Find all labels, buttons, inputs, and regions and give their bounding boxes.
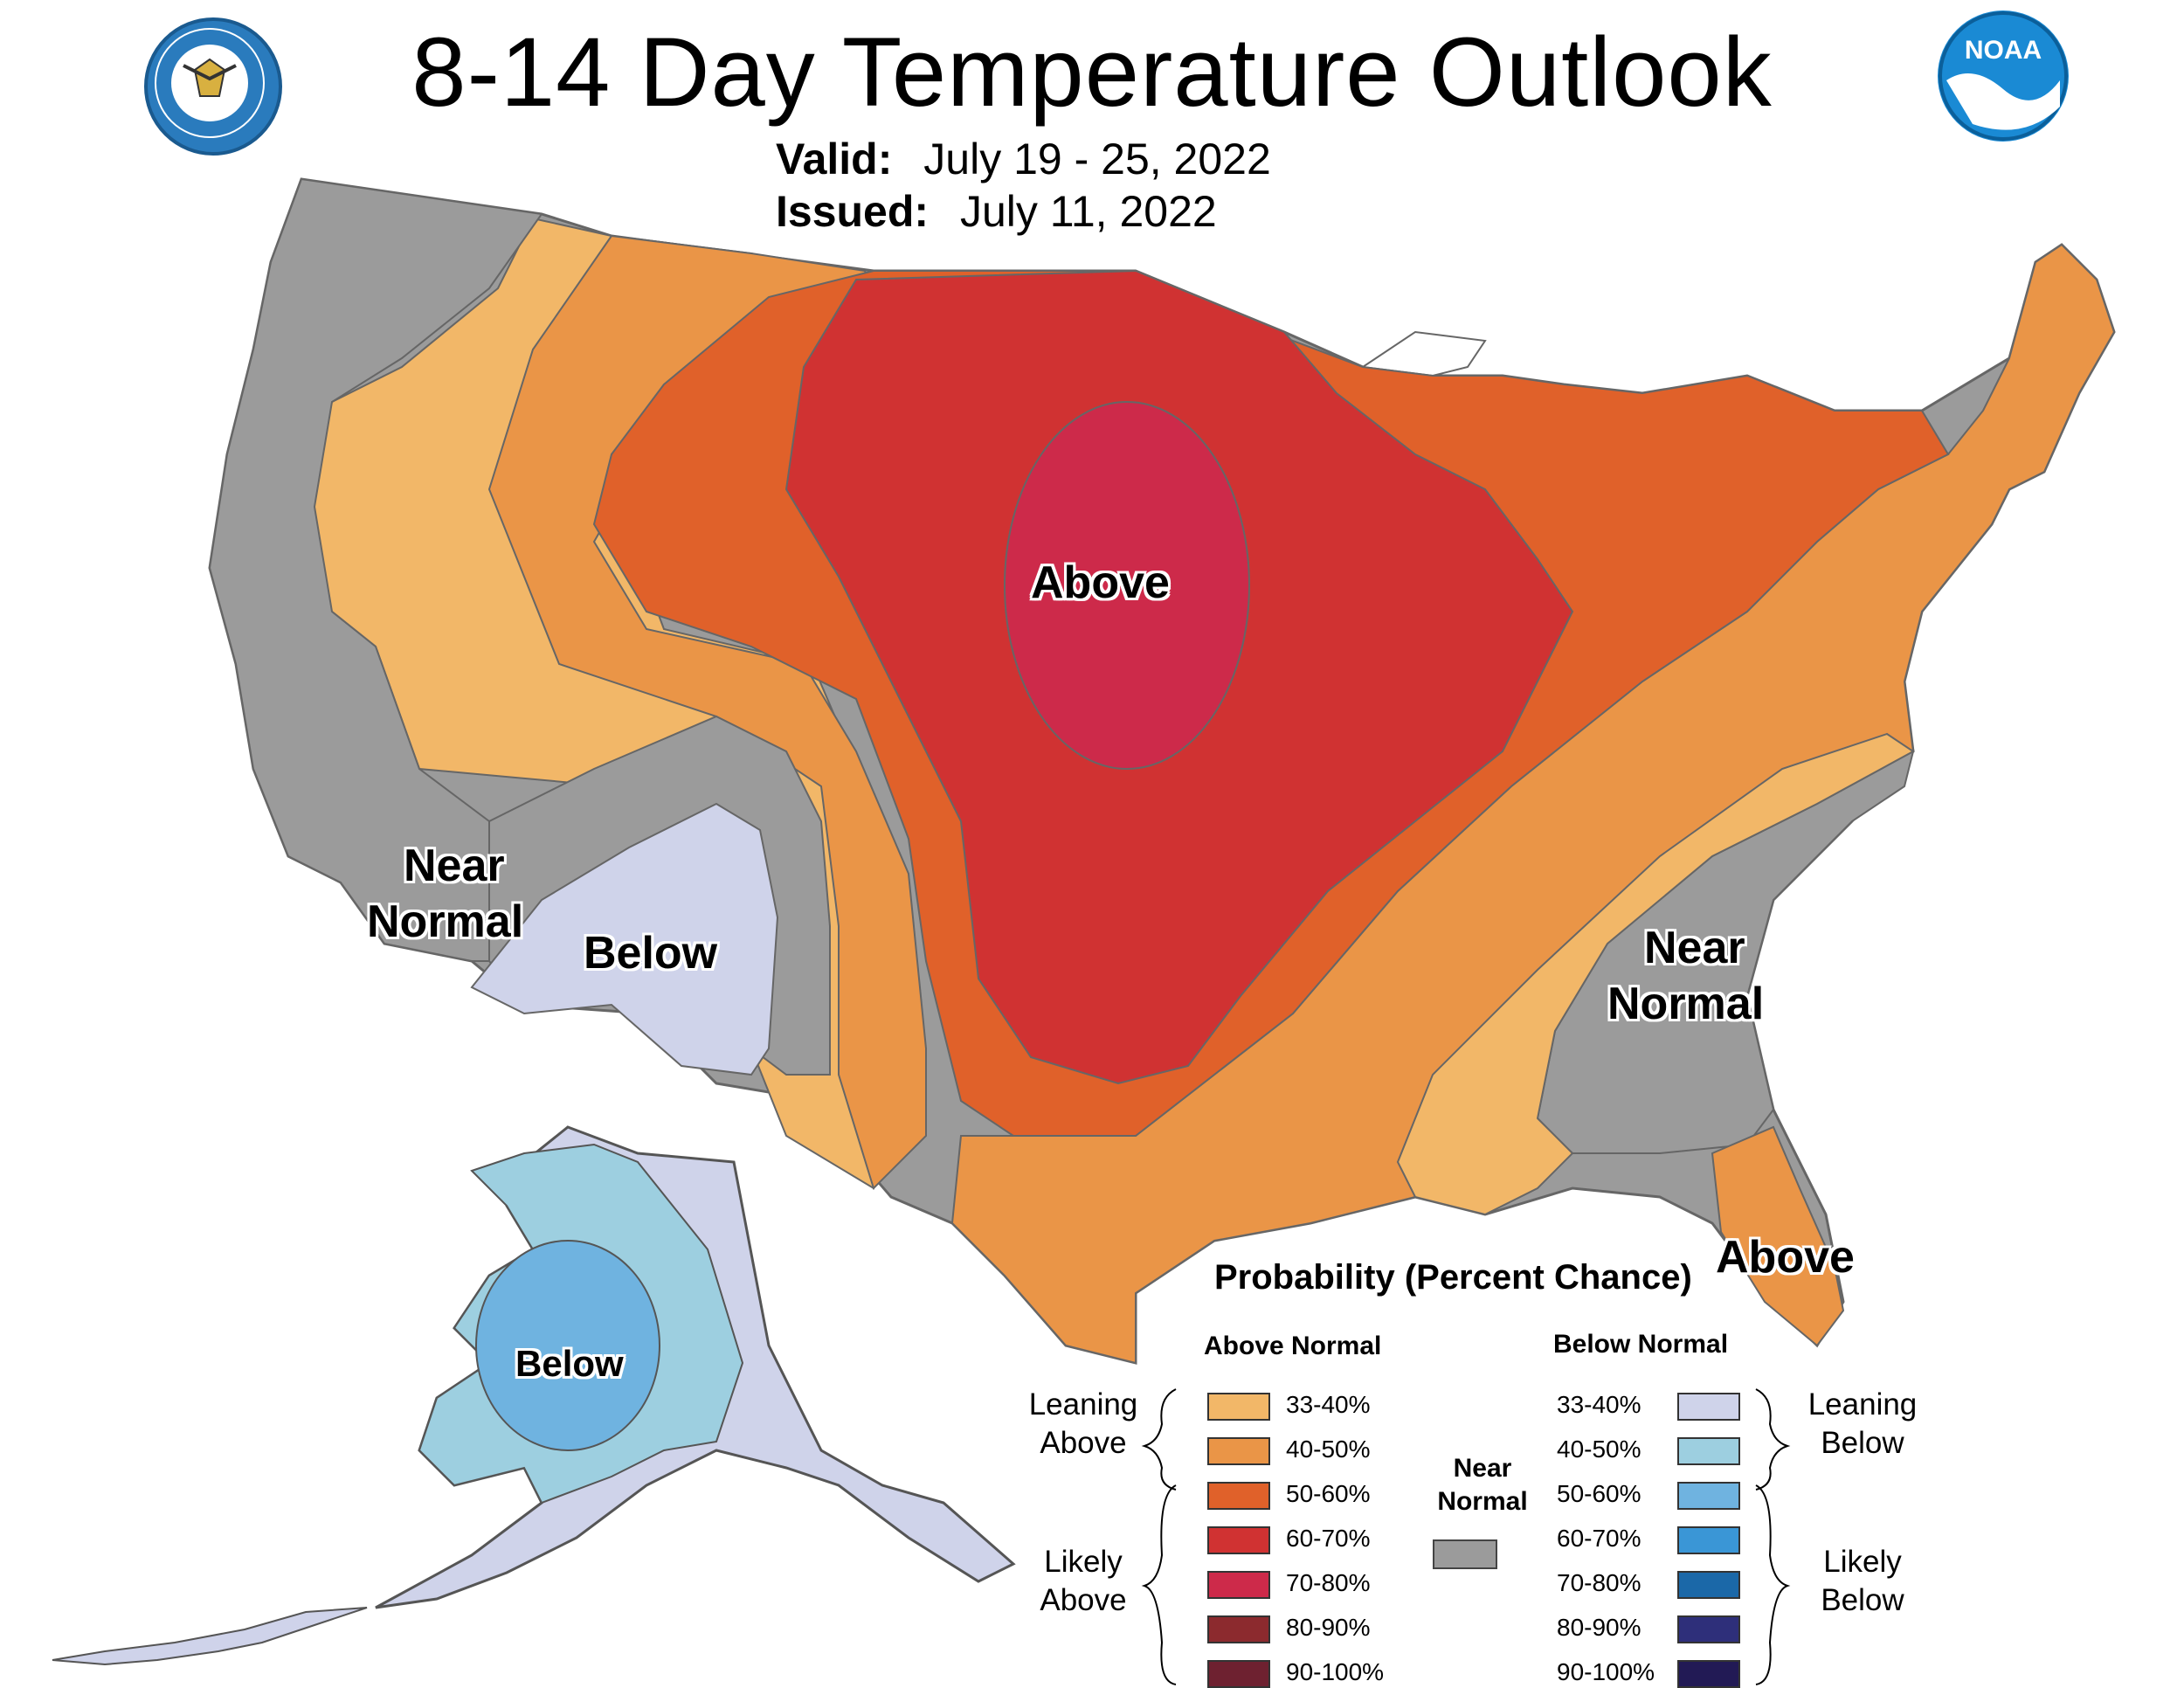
legend-above-swatch [1207, 1615, 1270, 1643]
legend-likely-below: Likely Below [1793, 1543, 1932, 1620]
label-below-alaska: Below [515, 1343, 624, 1384]
zone-below-southwest [470, 802, 779, 1076]
legend-likely-below-line2: Below [1821, 1583, 1904, 1617]
legend-near-normal-line2: Normal [1437, 1487, 1528, 1516]
legend-above-range: 90-100% [1286, 1658, 1385, 1685]
legend-below-range: 40-50% [1557, 1435, 1641, 1463]
label-near-normal-southeast-2: Normal [1607, 979, 1765, 1029]
legend-above-swatch [1207, 1660, 1270, 1688]
legend-below-range: 90-100% [1557, 1658, 1655, 1685]
alaska-below-50-60 [475, 1240, 660, 1451]
legend-below-swatch [1677, 1571, 1740, 1599]
legend-above-swatch [1207, 1482, 1270, 1510]
legend-above-range: 60-70% [1286, 1525, 1371, 1552]
legend-below-range: 33-40% [1557, 1391, 1641, 1418]
legend-leaning-below-line1: Leaning [1807, 1387, 1918, 1422]
valid-label: Valid: [776, 135, 893, 183]
label-near-normal-west-2: Normal [367, 896, 524, 947]
legend-leaning-above-line2: Above [1040, 1426, 1127, 1460]
legend-below-range: 50-60% [1557, 1480, 1641, 1507]
label-near-normal-southeast-1: Near [1644, 923, 1745, 973]
map-title: 8-14 Day Temperature Outlook [411, 17, 1773, 127]
legend-likely-above-line1: Likely [1044, 1545, 1123, 1579]
legend-below-swatch [1677, 1437, 1740, 1465]
legend-above-range: 70-80% [1286, 1569, 1371, 1596]
legend-above-swatch [1207, 1437, 1270, 1465]
legend-below-swatch [1677, 1482, 1740, 1510]
legend-below-swatch [1677, 1615, 1740, 1643]
zone-above-florida [1711, 1125, 1845, 1347]
legend-below-range: 60-70% [1557, 1525, 1641, 1552]
legend-above-range: 50-60% [1286, 1480, 1371, 1507]
legend-near-normal-swatch [1433, 1539, 1497, 1569]
legend-below-swatch [1677, 1660, 1740, 1688]
valid-dates: July 19 - 25, 2022 [923, 135, 1271, 183]
zone-above-40-50-west [487, 234, 927, 1190]
legend-below-swatch [1677, 1393, 1740, 1421]
label-above-florida: Above [1716, 1232, 1855, 1283]
issued-label: Issued: [776, 187, 930, 236]
legend-below-range: 70-80% [1557, 1569, 1641, 1596]
legend-above-swatch [1207, 1393, 1270, 1421]
legend-above-header: Above Normal [1204, 1332, 1382, 1360]
legend-below-header: Below Normal [1553, 1330, 1729, 1359]
zone-above-33-40-southeast [1396, 732, 1915, 1216]
legend-likely-above: Likely Above [1013, 1543, 1153, 1620]
legend-above-range: 40-50% [1286, 1435, 1371, 1463]
legend-leaning-below: Leaning Below [1793, 1386, 1932, 1463]
legend-above-swatch [1207, 1526, 1270, 1554]
label-near-normal-west-1: Near [404, 841, 505, 891]
legend-near-normal: Near Normal [1426, 1452, 1539, 1519]
legend-below-swatch [1677, 1526, 1740, 1554]
legend-likely-above-line2: Above [1040, 1583, 1127, 1617]
svg-text:NOAA: NOAA [1965, 36, 2042, 65]
legend-leaning-above: Leaning Above [1013, 1386, 1153, 1463]
legend-above-range: 80-90% [1286, 1614, 1371, 1641]
label-below-southwest: Below [584, 928, 718, 979]
legend-leaning-above-line1: Leaning [1028, 1387, 1138, 1422]
legend-likely-below-line1: Likely [1823, 1545, 1902, 1579]
aleutian-islands [52, 1607, 368, 1666]
valid-line: Valid: July 19 - 25, 2022 [776, 133, 1271, 185]
legend-below-range: 80-90% [1557, 1614, 1641, 1641]
issued-date: July 11, 2022 [959, 187, 1217, 236]
noaa-logo: NOAA [1938, 10, 2069, 142]
legend-leaning-below-line2: Below [1821, 1426, 1904, 1460]
zone-above-70-80 [1004, 401, 1250, 770]
legend-above-swatch [1207, 1571, 1270, 1599]
legend-above-range: 33-40% [1286, 1391, 1371, 1418]
commerce-seal-logo [144, 17, 282, 156]
legend-near-normal-line1: Near [1453, 1454, 1512, 1483]
label-above-central: Above [1031, 557, 1170, 608]
issued-line: Issued: July 11, 2022 [776, 185, 1217, 238]
legend-title: Probability (Percent Chance) [1214, 1258, 1692, 1297]
